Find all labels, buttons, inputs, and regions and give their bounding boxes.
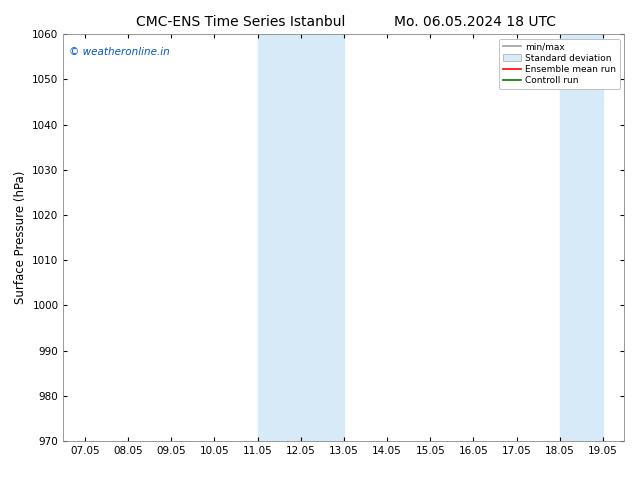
Text: Mo. 06.05.2024 18 UTC: Mo. 06.05.2024 18 UTC xyxy=(394,15,557,29)
Text: © weatheronline.in: © weatheronline.in xyxy=(69,47,170,56)
Legend: min/max, Standard deviation, Ensemble mean run, Controll run: min/max, Standard deviation, Ensemble me… xyxy=(499,39,620,89)
Y-axis label: Surface Pressure (hPa): Surface Pressure (hPa) xyxy=(14,171,27,304)
Bar xyxy=(301,34,344,441)
Text: CMC-ENS Time Series Istanbul: CMC-ENS Time Series Istanbul xyxy=(136,15,346,29)
Bar xyxy=(257,34,301,441)
Bar xyxy=(560,34,603,441)
